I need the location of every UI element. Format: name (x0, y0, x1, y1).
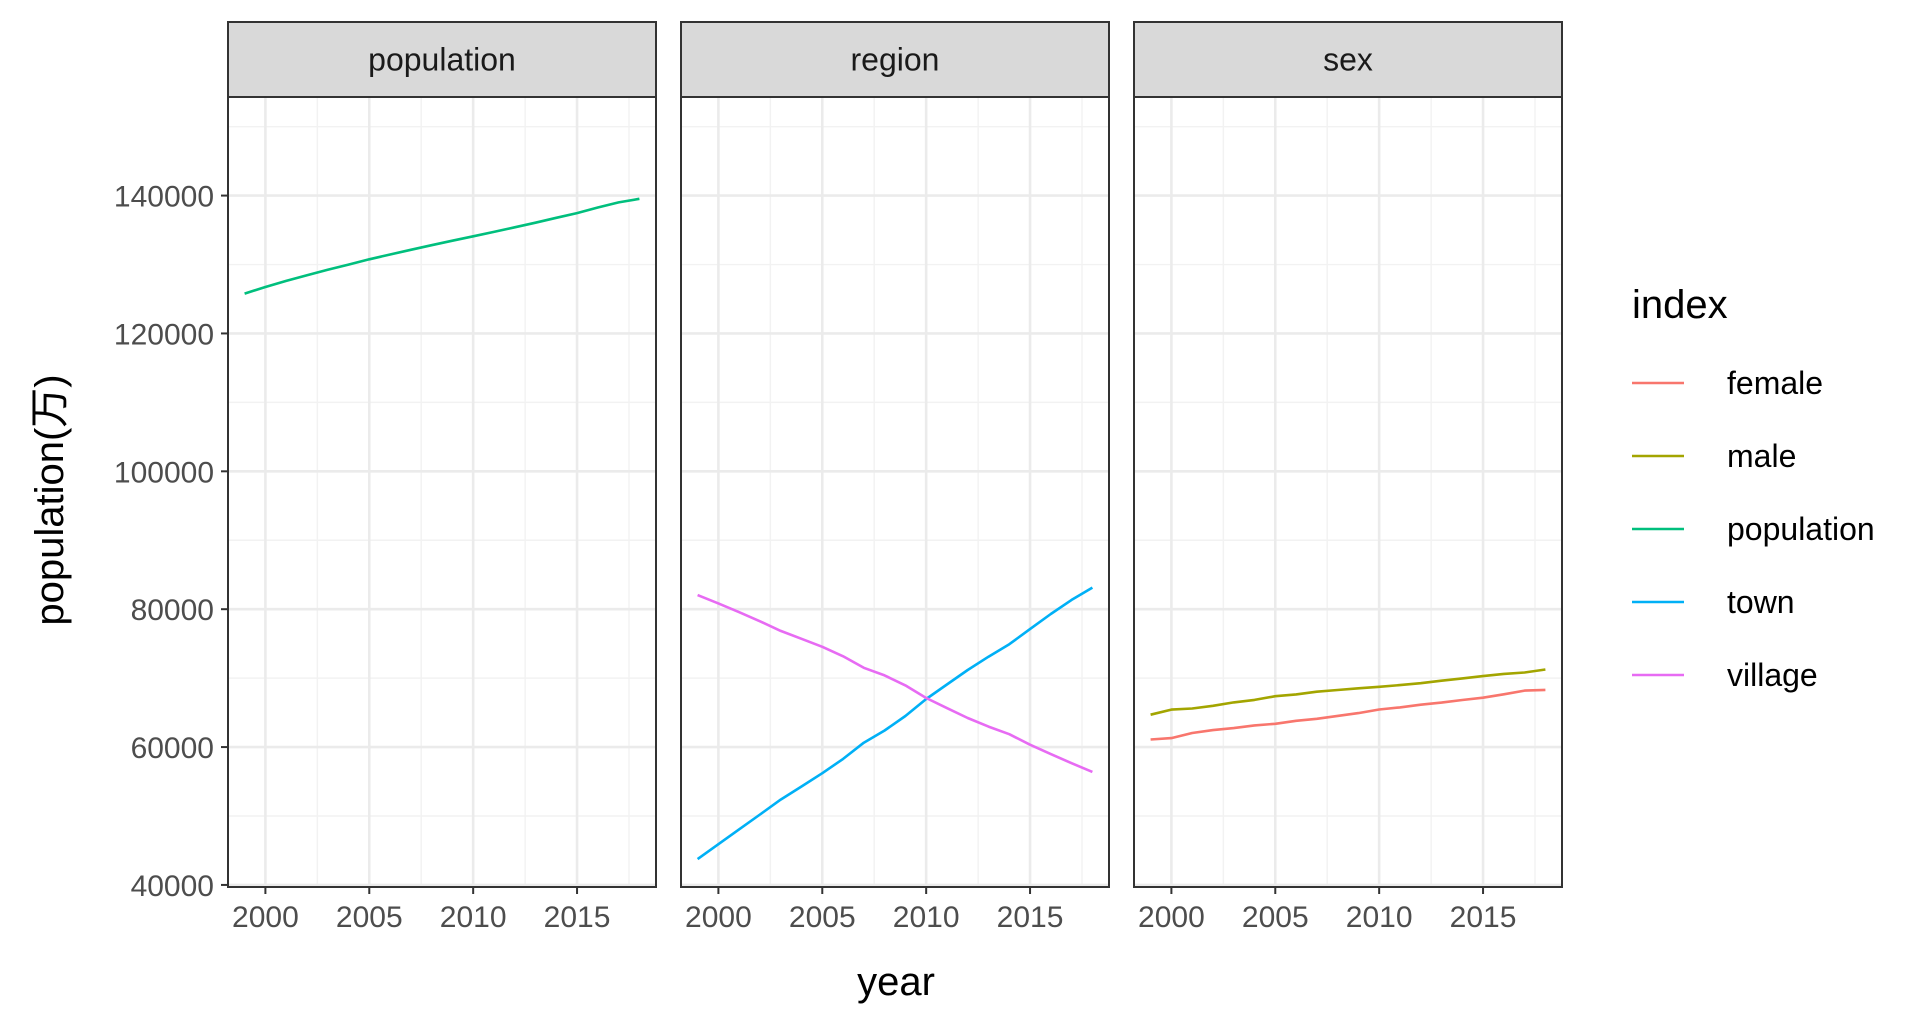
legend-label-town: town (1727, 584, 1795, 620)
x-tick-label: 2010 (1346, 901, 1413, 934)
x-tick-label: 2005 (1242, 901, 1309, 934)
legend-label-village: village (1727, 657, 1818, 693)
x-tick-label: 2000 (232, 901, 299, 934)
x-tick-label: 2015 (1450, 901, 1517, 934)
facet-panels: population region sex (227, 21, 1563, 888)
y-tick-label: 80000 (131, 594, 214, 627)
panel-background (1134, 97, 1562, 887)
x-tick-label: 2005 (789, 901, 856, 934)
x-tick-label: 2005 (336, 901, 403, 934)
panel-region: region (680, 21, 1110, 888)
x-axis: 2000 2005 2010 2015 2000 2005 2010 2015 2000 2005… (232, 887, 1516, 934)
legend-item-village: village (1632, 657, 1818, 693)
panel-population: population (227, 21, 657, 888)
y-tick-label: 60000 (131, 732, 214, 765)
legend-item-male: male (1632, 438, 1796, 474)
x-tick-label: 2015 (544, 901, 611, 934)
series-line-male (1150, 668, 1546, 716)
x-tick-label: 2000 (1138, 901, 1205, 934)
y-tick-label: 120000 (114, 318, 214, 351)
strip-background (680, 21, 1110, 98)
y-axis: 40000 60000 80000 100000 120000 140000 (114, 181, 228, 903)
panel-background (681, 97, 1109, 887)
legend-title: index (1632, 283, 1728, 327)
y-tick-label: 100000 (114, 456, 214, 489)
y-axis-title: population(万) (28, 374, 72, 625)
y-tick-label: 140000 (114, 181, 214, 214)
x-tick-label: 2010 (893, 901, 960, 934)
strip-label-population: population (368, 42, 516, 78)
legend-label-male: male (1727, 438, 1796, 474)
strip-label-sex: sex (1323, 42, 1373, 78)
x-tick-label: 2015 (997, 901, 1064, 934)
panel-sex: sex (1133, 21, 1563, 888)
x-tick-label: 2010 (440, 901, 507, 934)
legend-items: female male population town village (1632, 365, 1875, 693)
legend-item-female: female (1632, 365, 1823, 401)
strip-label-region: region (851, 42, 940, 78)
legend: index female male population town village (1632, 283, 1875, 693)
legend-label-female: female (1727, 365, 1823, 401)
legend-item-town: town (1632, 584, 1795, 620)
legend-label-population: population (1727, 511, 1875, 547)
series-line-population (244, 197, 640, 295)
x-axis-title: year (857, 960, 935, 1004)
panel-background (228, 97, 656, 887)
x-tick-label: 2000 (685, 901, 752, 934)
strip-background (1133, 21, 1563, 98)
y-tick-label: 40000 (131, 870, 214, 903)
strip-background (227, 21, 657, 98)
legend-item-population: population (1632, 511, 1875, 547)
series-line-female (1150, 688, 1546, 741)
series-line-town (696, 586, 1094, 861)
series-line-village (697, 593, 1093, 774)
